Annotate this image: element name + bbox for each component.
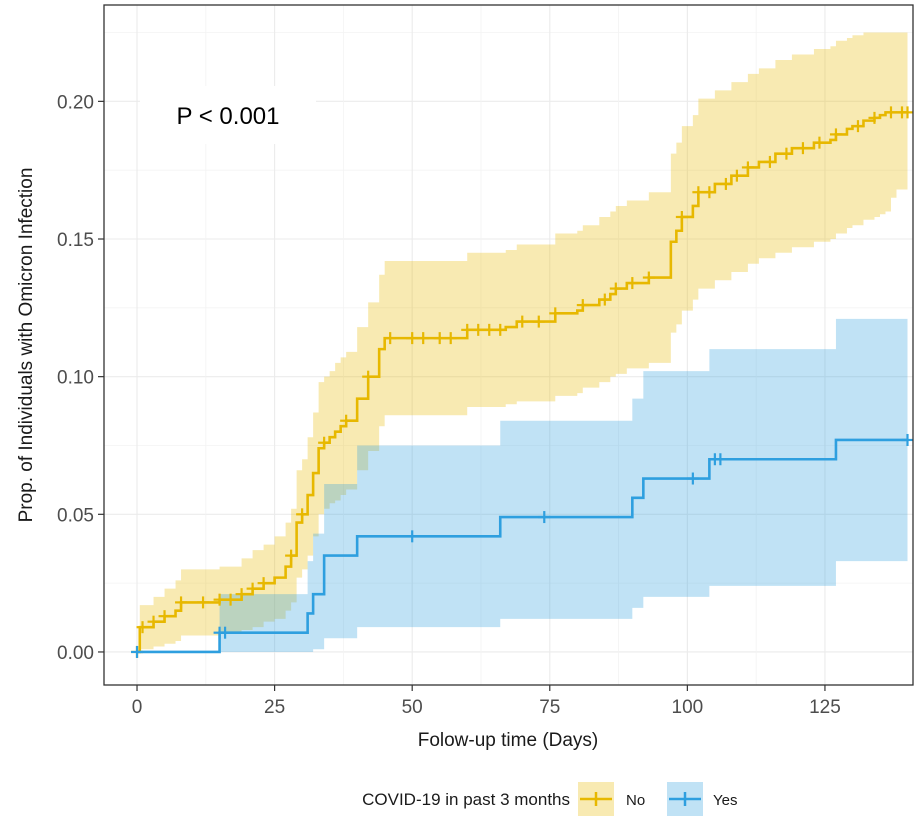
y-tick-label: 0.15	[57, 230, 94, 251]
censor-mark-yes	[131, 645, 144, 658]
x-tick-label: 100	[672, 697, 704, 718]
x-tick-label: 125	[809, 697, 841, 718]
censor-mark-no	[406, 332, 419, 345]
censor-mark-no	[384, 332, 397, 345]
censor-mark-no	[362, 370, 375, 383]
censor-mark-no	[516, 315, 529, 328]
censor-mark-no	[285, 549, 298, 562]
censor-mark-no	[675, 210, 688, 223]
censor-mark-no	[813, 136, 826, 149]
legend-label-no: No	[626, 792, 645, 809]
x-tick-label: 25	[264, 697, 285, 718]
censor-mark-no	[598, 293, 611, 306]
censor-mark-no	[158, 610, 171, 623]
censor-mark-no	[609, 282, 622, 295]
censor-mark-no	[851, 120, 864, 133]
y-axis-title: Prop. of Individuals with Omicron Infect…	[16, 168, 37, 523]
censor-mark-no	[296, 508, 309, 521]
axis-layer: 0 25 50 75 100 125 0.00 0.05 0.10 0.15 0.20	[57, 92, 841, 718]
censor-mark-no	[224, 593, 237, 606]
censor-mark-no	[703, 186, 716, 199]
censor-mark-yes	[686, 472, 699, 485]
censor-mark-no	[741, 161, 754, 174]
censor-mark-no	[796, 142, 809, 155]
y-tick-label: 0.20	[57, 92, 94, 113]
p-value-background	[140, 86, 316, 144]
censor-mark-no	[868, 111, 881, 124]
censor-mark-no	[340, 414, 353, 427]
censor-mark-no	[626, 277, 639, 290]
censor-marks	[131, 106, 914, 658]
censor-mark-no	[175, 596, 188, 609]
censor-mark-no	[246, 582, 259, 595]
legend: COVID-19 in past 3 months No Yes	[362, 782, 737, 816]
censor-mark-no	[213, 593, 226, 606]
censor-mark-no	[433, 332, 446, 345]
legend-key-yes	[667, 782, 703, 816]
x-tick-label: 50	[402, 697, 423, 718]
censor-mark-no	[235, 588, 248, 601]
censor-mark-no	[549, 307, 562, 320]
censor-mark-no	[901, 106, 914, 119]
x-axis-title: Folow-up time (Days)	[418, 730, 599, 751]
x-tick-label: 0	[132, 697, 143, 718]
legend-label-yes: Yes	[713, 792, 737, 809]
censor-mark-no	[494, 323, 507, 336]
censor-mark-no	[472, 323, 485, 336]
censor-mark-no	[136, 621, 149, 634]
y-tick-label: 0.05	[57, 505, 94, 526]
censor-mark-no	[642, 271, 655, 284]
censor-mark-no	[719, 177, 732, 190]
y-tick-label: 0.10	[57, 368, 94, 389]
ci-band-yes	[137, 318, 908, 652]
censor-mark-no	[318, 436, 331, 449]
censor-mark-no	[417, 332, 430, 345]
censor-mark-no	[147, 615, 160, 628]
censor-mark-yes	[538, 511, 551, 524]
censor-mark-no	[692, 186, 705, 199]
censor-mark-no	[730, 169, 743, 182]
censor-mark-no	[197, 596, 210, 609]
censor-mark-yes	[219, 626, 232, 639]
censor-mark-no	[483, 323, 496, 336]
legend-title: COVID-19 in past 3 months	[362, 790, 570, 809]
censor-mark-no	[532, 315, 545, 328]
censor-mark-no	[829, 128, 842, 141]
legend-key-no	[578, 782, 614, 816]
plot-panel-border	[103, 4, 914, 686]
km-line-yes	[137, 438, 908, 654]
censor-mark-no	[461, 323, 474, 336]
censor-mark-no	[884, 106, 897, 119]
censor-mark-no	[576, 299, 589, 312]
censor-mark-yes	[714, 453, 727, 466]
censor-mark-no	[780, 147, 793, 160]
censor-mark-yes	[901, 433, 914, 446]
censor-mark-no	[257, 577, 270, 590]
p-value-annotation: P < 0.001	[177, 103, 280, 130]
y-tick-label: 0.00	[57, 643, 94, 664]
x-tick-label: 75	[539, 697, 560, 718]
censor-mark-yes	[406, 530, 419, 543]
censor-mark-no	[444, 332, 457, 345]
censor-mark-no	[763, 155, 776, 168]
